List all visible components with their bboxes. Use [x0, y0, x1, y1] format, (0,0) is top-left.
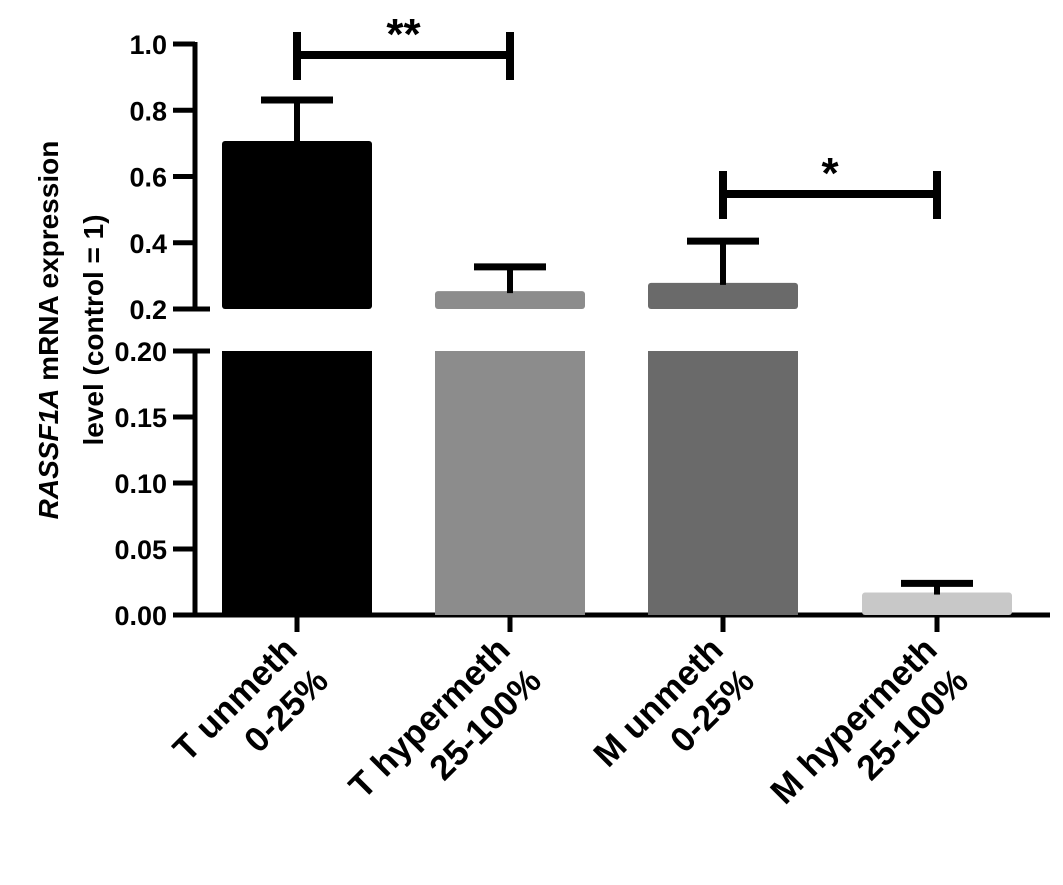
bar-lower: [435, 351, 585, 615]
x-tick-label: T hypermeth25-100%: [342, 630, 549, 837]
y-axis-label: RASSF1A mRNA expression: [33, 141, 64, 520]
significance-label: **: [386, 10, 421, 59]
bar-lower: [222, 351, 372, 615]
y-tick-label: 0.4: [129, 229, 167, 259]
bar-lower: [648, 351, 798, 615]
y-tick-label: 0.2: [129, 295, 167, 325]
y-tick-label: 0.00: [114, 601, 167, 631]
significance-label: *: [821, 149, 839, 198]
bar-upper: [435, 291, 585, 309]
x-tick-label: M unmeth0-25%: [586, 630, 762, 806]
y-tick-label: 0.6: [129, 163, 167, 193]
y-tick-label: 0.05: [114, 535, 167, 565]
bar: [862, 592, 1012, 615]
y-tick-label: 0.10: [114, 469, 167, 499]
y-tick-label: 0.8: [129, 96, 167, 126]
x-tick-label: M hypermeth25-100%: [763, 630, 976, 843]
y-tick-label: 0.15: [114, 403, 167, 433]
bar-upper: [222, 141, 372, 309]
y-tick-label: 0.20: [114, 337, 167, 367]
y-tick-label: 1.0: [129, 30, 167, 60]
x-tick-label: T unmeth0-25%: [166, 630, 336, 800]
y-axis-label-line2: level (control = 1): [78, 214, 109, 445]
bar-upper: [648, 282, 798, 309]
